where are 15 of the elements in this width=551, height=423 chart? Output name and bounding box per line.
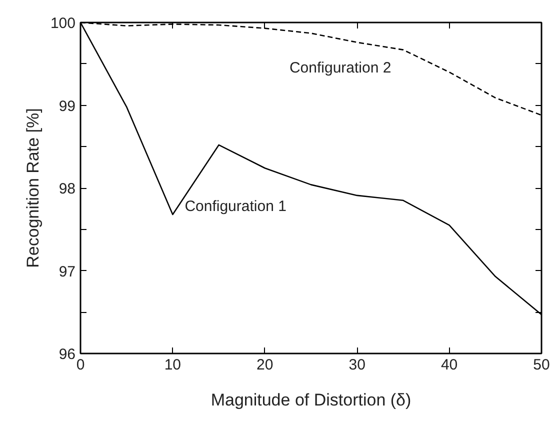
- y-tick-label: 98: [58, 180, 76, 198]
- x-tick-label: 20: [256, 356, 274, 374]
- series-label: Configuration 2: [289, 59, 392, 76]
- x-tick-label: 50: [533, 356, 550, 374]
- y-tick-label: 96: [58, 346, 76, 363]
- x-axis-title: Magnitude of Distortion (δ): [210, 390, 412, 410]
- series-label: Configuration 1: [184, 198, 286, 215]
- x-tick-label: 30: [348, 356, 366, 374]
- x-tick-label: 0: [76, 356, 85, 374]
- y-tick-label: 99: [58, 98, 76, 115]
- x-tick-label: 40: [440, 356, 458, 374]
- y-axis-title: Recognition Rate [%]: [23, 108, 42, 268]
- y-tick-label: 100: [50, 15, 76, 32]
- y-tick-label: 97: [58, 263, 76, 280]
- x-tick-label: 10: [164, 356, 182, 374]
